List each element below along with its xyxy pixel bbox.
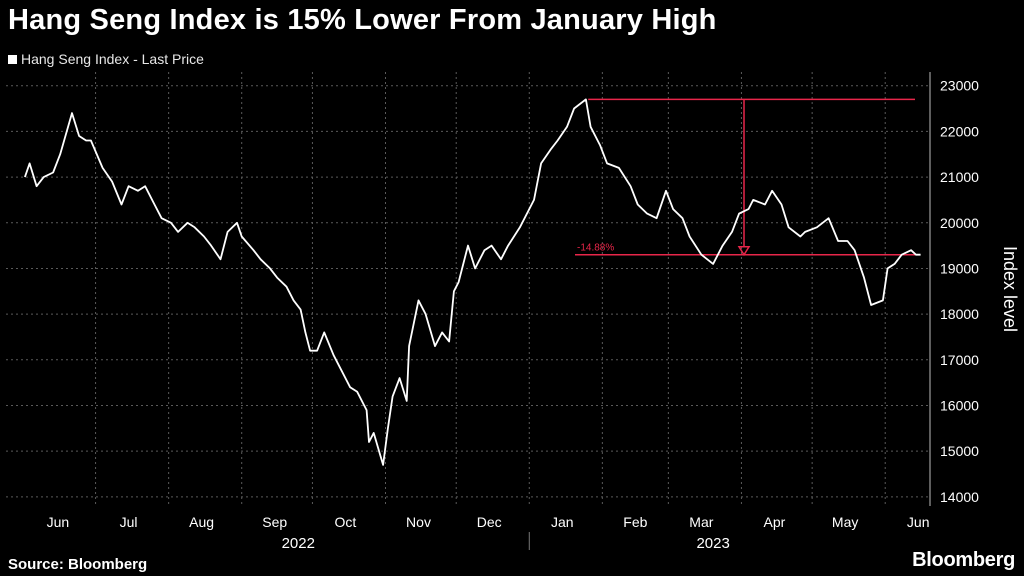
chart-title: Hang Seng Index is 15% Lower From Januar… bbox=[8, 4, 717, 36]
x-tick-label: Jan bbox=[551, 514, 574, 530]
y-tick-label: 21000 bbox=[940, 169, 979, 185]
series-line bbox=[24, 98, 921, 466]
drawdown-label: -14.88% bbox=[577, 243, 614, 254]
legend: Hang Seng Index - Last Price bbox=[8, 51, 204, 67]
x-tick-label: Sep bbox=[262, 514, 287, 530]
series-layer bbox=[24, 98, 921, 466]
y-tick-label: 17000 bbox=[940, 352, 979, 368]
x-tick-label: Jun bbox=[907, 514, 930, 530]
y-tick-label: 20000 bbox=[940, 215, 979, 231]
y-tick-label: 18000 bbox=[940, 306, 979, 322]
y-axis-title: Index level bbox=[1000, 246, 1020, 332]
grid bbox=[6, 72, 930, 506]
x-tick-label: Jul bbox=[120, 514, 138, 530]
x-tick-label: Aug bbox=[189, 514, 214, 530]
y-tick-label: 19000 bbox=[940, 260, 979, 276]
legend-swatch bbox=[8, 54, 17, 64]
x-tick-label: Oct bbox=[335, 514, 357, 530]
legend-label: Hang Seng Index - Last Price bbox=[21, 51, 204, 67]
x-tick-label: Nov bbox=[406, 514, 431, 530]
y-tick-label: 22000 bbox=[940, 123, 979, 139]
x-tick-label: May bbox=[832, 514, 858, 530]
year-label: 2022 bbox=[282, 535, 315, 552]
y-tick-label: 23000 bbox=[940, 78, 979, 94]
brand-logo: Bloomberg bbox=[912, 549, 1015, 571]
x-tick-label: Apr bbox=[764, 514, 786, 530]
y-tick-label: 15000 bbox=[940, 443, 979, 459]
drawdown-arrowhead bbox=[737, 245, 751, 257]
x-tick-label: Feb bbox=[623, 514, 647, 530]
year-label: 2023 bbox=[696, 535, 729, 552]
source-note: Source: Bloomberg bbox=[8, 556, 148, 573]
x-tick-label: Dec bbox=[477, 514, 502, 530]
axes: 14000 15000 16000 17000 18000 19000 20000 21000… bbox=[47, 72, 1020, 552]
x-tick-label: Mar bbox=[689, 514, 713, 530]
y-tick-label: 14000 bbox=[940, 489, 979, 505]
annotations: -14.88% bbox=[575, 98, 915, 257]
y-tick-label: 16000 bbox=[940, 397, 979, 413]
x-tick-label: Jun bbox=[47, 514, 70, 530]
